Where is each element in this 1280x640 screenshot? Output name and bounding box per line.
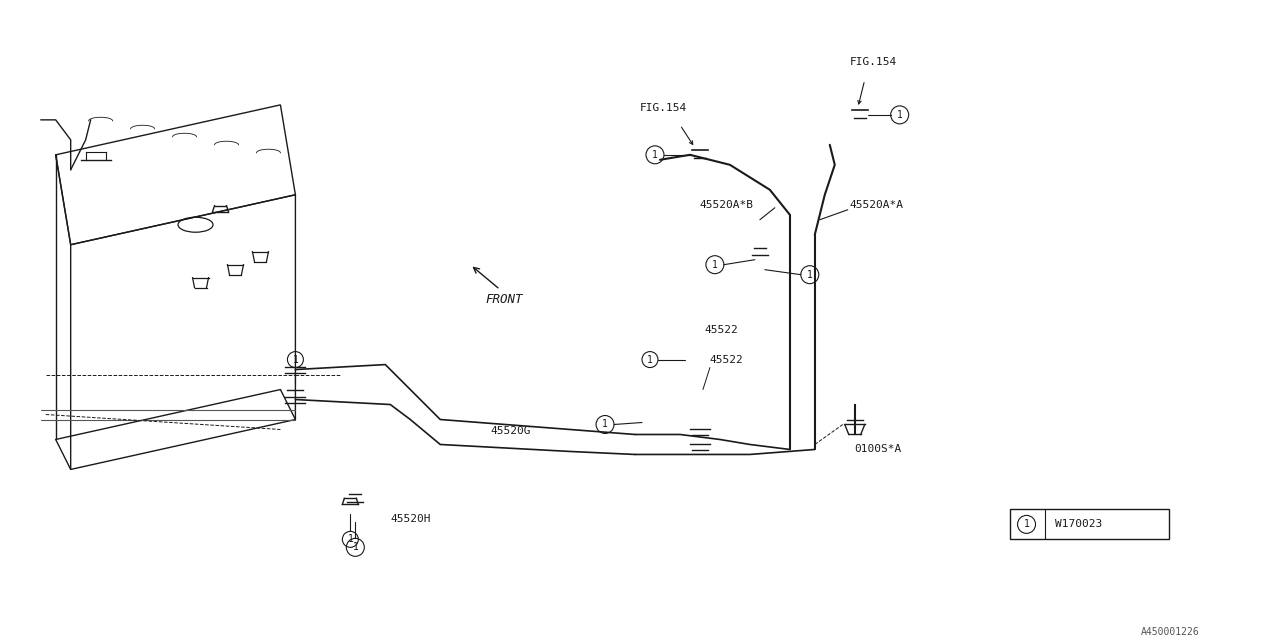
Text: 1: 1 — [352, 542, 358, 552]
Text: W170023: W170023 — [1055, 520, 1102, 529]
Text: FRONT: FRONT — [485, 293, 522, 306]
Text: FIG.154: FIG.154 — [640, 103, 687, 113]
Text: 1: 1 — [712, 260, 718, 269]
Text: 0100S*A: 0100S*A — [855, 444, 902, 454]
Text: FIG.154: FIG.154 — [850, 57, 897, 67]
Text: 45522: 45522 — [705, 324, 739, 335]
Text: 45522: 45522 — [710, 355, 744, 365]
Text: 1: 1 — [652, 150, 658, 160]
Text: 1: 1 — [292, 355, 298, 365]
Text: 1: 1 — [347, 534, 353, 545]
Text: 1: 1 — [648, 355, 653, 365]
Text: 45520H: 45520H — [390, 515, 431, 524]
Text: A450001226: A450001226 — [1140, 627, 1199, 637]
Text: 1: 1 — [806, 269, 813, 280]
Text: 1: 1 — [897, 110, 902, 120]
Text: 45520A*A: 45520A*A — [850, 200, 904, 210]
Text: 1: 1 — [602, 419, 608, 429]
Text: 1: 1 — [1024, 520, 1029, 529]
Text: 45520G: 45520G — [490, 426, 531, 436]
Text: 45520A*B: 45520A*B — [700, 200, 754, 210]
